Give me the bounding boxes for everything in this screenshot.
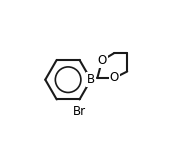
Text: B: B [87, 73, 95, 86]
Text: Br: Br [73, 105, 86, 118]
Text: O: O [110, 71, 119, 84]
Text: O: O [97, 54, 107, 67]
